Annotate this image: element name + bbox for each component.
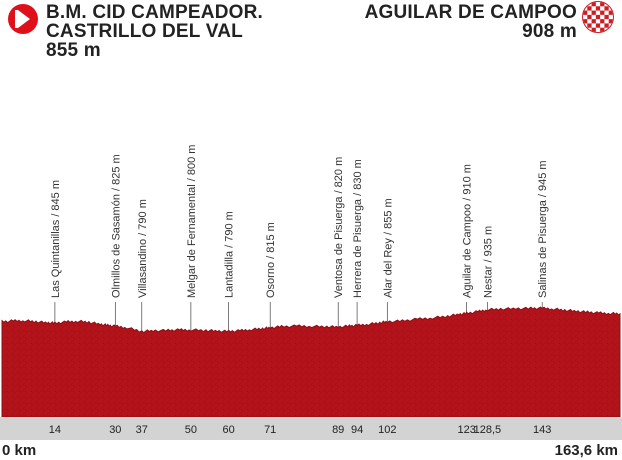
km-tick-label: 123	[457, 424, 475, 436]
start-location-line-2: CASTRILLO DEL VAL	[46, 21, 243, 42]
km-tick-label: 102	[378, 424, 396, 436]
poi-label: Olmillos de Sasamón / 825 m	[110, 154, 122, 298]
poi-label: Ventosa de Pisuerga / 820 m	[333, 157, 345, 298]
poi-label: Salinas de Pisuerga / 945 m	[537, 160, 549, 298]
poi-label: Alar del Rey / 855 m	[382, 198, 394, 298]
axis-end-label: 163,6 km	[554, 442, 618, 459]
elevation-profile-area	[1, 306, 621, 418]
km-tick-label: 14	[49, 424, 61, 436]
poi-label: Osorno / 815 m	[265, 222, 277, 298]
start-altitude: 855 m	[46, 40, 101, 61]
km-tick-label: 50	[185, 424, 197, 436]
start-arrow-icon	[8, 4, 38, 34]
km-tick-label: 60	[223, 424, 235, 436]
poi-label: Nestar / 935 m	[482, 226, 494, 298]
poi-label: Aguilar de Campoo / 910 m	[462, 164, 474, 298]
km-band	[0, 417, 622, 440]
axis-start-label: 0 km	[2, 442, 37, 459]
km-tick-label: 128,5	[474, 424, 502, 436]
poi-label: Melgar de Fernamental / 800 m	[186, 145, 198, 298]
poi-label: Villasandino / 790 m	[137, 199, 149, 298]
finish-location: AGUILAR DE CAMPOO	[364, 2, 577, 23]
km-tick-label: 143	[533, 424, 551, 436]
poi-label: Herrera de Pisuerga / 830 m	[352, 159, 364, 298]
poi-label: Lantadilla / 790 m	[224, 211, 236, 298]
checkered-flag-icon	[582, 1, 614, 33]
km-tick-label: 71	[264, 424, 276, 436]
poi-label: Las Quintanillas / 845 m	[50, 180, 62, 298]
km-tick-label: 94	[351, 424, 363, 436]
km-tick-label: 89	[332, 424, 344, 436]
km-tick-label: 37	[136, 424, 148, 436]
start-location-line-1: B.M. CID CAMPEADOR.	[46, 2, 264, 23]
km-tick-label: 30	[109, 424, 121, 436]
finish-altitude: 908 m	[522, 21, 577, 42]
